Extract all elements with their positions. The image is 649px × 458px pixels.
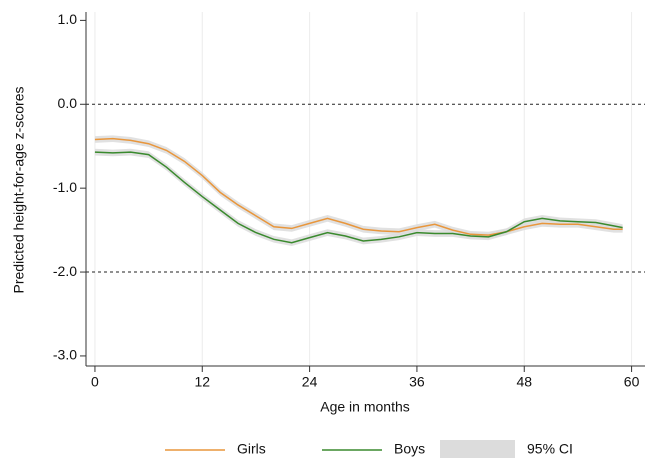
- legend-label: Boys: [394, 441, 425, 457]
- y-tick-label: -2.0: [53, 263, 77, 279]
- x-tick-label: 0: [91, 374, 99, 390]
- legend-swatch: [440, 440, 515, 458]
- series-line: [94, 151, 623, 244]
- y-tick-label: -3.0: [53, 347, 77, 363]
- x-axis-title: Age in months: [320, 399, 410, 415]
- x-tick-label: 36: [409, 374, 425, 390]
- x-tick-label: 24: [302, 374, 318, 390]
- ci-band: [94, 148, 623, 247]
- legend-label: Girls: [237, 441, 266, 457]
- y-tick-label: -1.0: [53, 179, 77, 195]
- y-tick-label: 1.0: [58, 11, 78, 27]
- y-axis-title: Predicted height-for-age z-scores: [11, 87, 27, 294]
- x-tick-label: 12: [194, 374, 210, 390]
- series-line: [94, 137, 623, 236]
- ci-band: [94, 135, 623, 239]
- y-tick-label: 0.0: [58, 95, 78, 111]
- legend-label: 95% CI: [527, 441, 573, 457]
- x-tick-label: 60: [624, 374, 640, 390]
- x-tick-label: 48: [516, 374, 532, 390]
